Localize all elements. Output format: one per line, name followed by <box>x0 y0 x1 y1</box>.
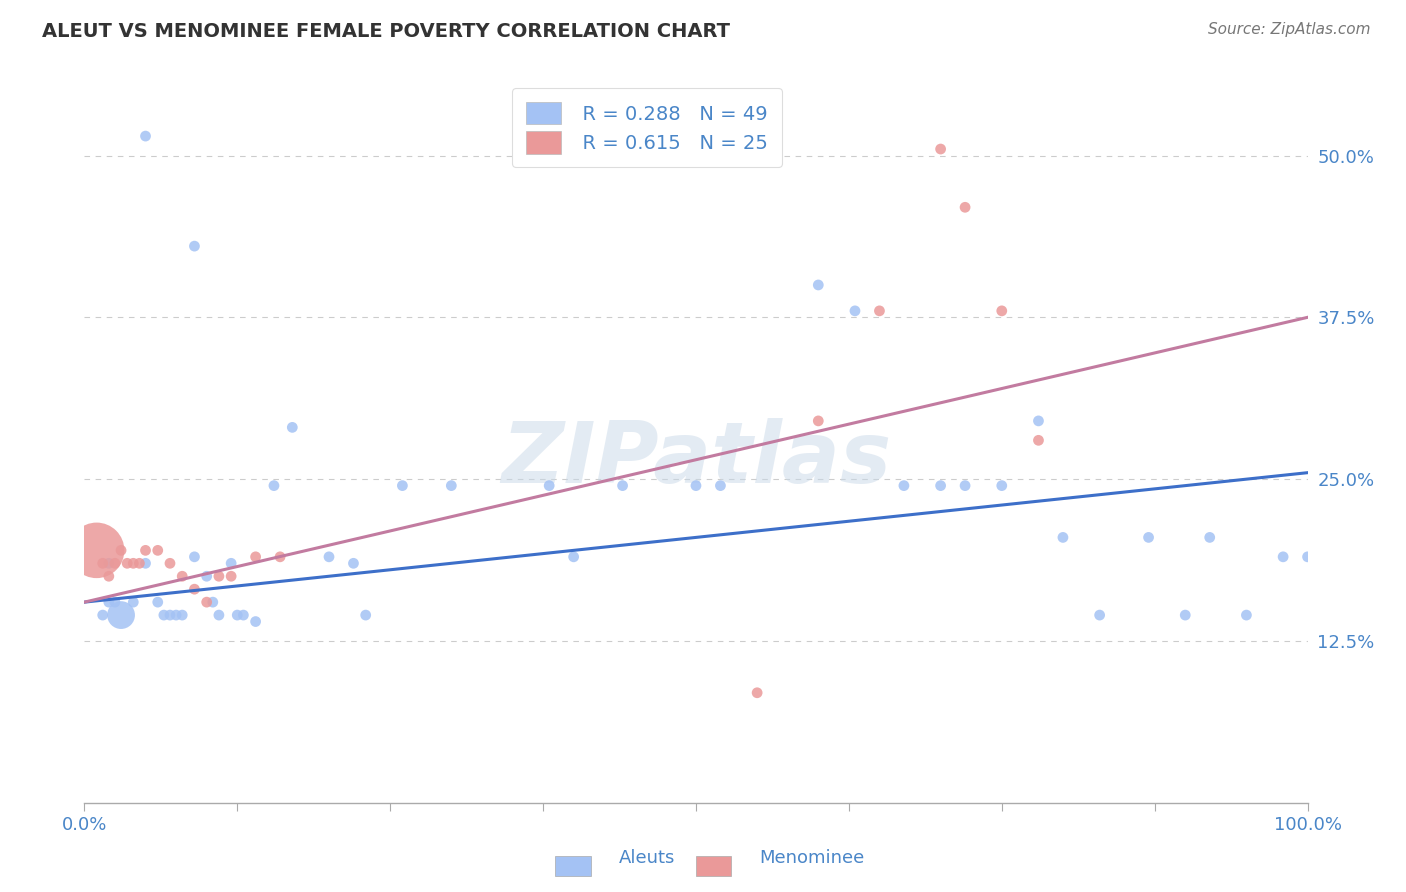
Point <box>1296 549 1319 564</box>
Point <box>953 200 976 214</box>
Point <box>232 608 254 623</box>
Point <box>165 608 187 623</box>
Point <box>128 557 150 571</box>
Legend:   R = 0.288   N = 49,   R = 0.615   N = 25: R = 0.288 N = 49, R = 0.615 N = 25 <box>512 88 782 168</box>
Point <box>1028 434 1050 448</box>
Text: Source: ZipAtlas.com: Source: ZipAtlas.com <box>1208 22 1371 37</box>
Point <box>440 478 463 492</box>
Point <box>91 557 114 571</box>
Point <box>159 557 181 571</box>
Text: ALEUT VS MENOMINEE FEMALE POVERTY CORRELATION CHART: ALEUT VS MENOMINEE FEMALE POVERTY CORREL… <box>42 22 730 41</box>
Point <box>893 478 915 492</box>
FancyBboxPatch shape <box>555 856 591 876</box>
Point <box>1052 530 1074 544</box>
Text: ZIPatlas: ZIPatlas <box>501 417 891 500</box>
Point <box>342 557 364 571</box>
Point <box>612 478 634 492</box>
Point <box>97 569 120 583</box>
Point <box>1174 608 1197 623</box>
Point <box>122 595 145 609</box>
FancyBboxPatch shape <box>696 856 731 876</box>
Point <box>183 549 205 564</box>
Point <box>869 303 891 318</box>
Point <box>110 543 132 558</box>
Point <box>135 557 157 571</box>
Point <box>991 478 1014 492</box>
Point <box>318 549 340 564</box>
Point <box>219 557 242 571</box>
Point <box>1137 530 1160 544</box>
Point <box>991 303 1014 318</box>
Point <box>122 557 145 571</box>
Point <box>747 686 769 700</box>
Point <box>1028 414 1050 428</box>
Point <box>115 557 138 571</box>
Point <box>269 549 291 564</box>
Text: Aleuts: Aleuts <box>619 849 675 867</box>
Point <box>929 478 952 492</box>
Point <box>172 569 194 583</box>
Point <box>135 129 157 144</box>
Point <box>201 595 224 609</box>
Point <box>1236 608 1258 623</box>
Point <box>146 595 169 609</box>
Point <box>685 478 707 492</box>
Point <box>183 582 205 597</box>
Point <box>929 142 952 156</box>
Point <box>562 549 585 564</box>
Point <box>159 608 181 623</box>
Point <box>245 549 267 564</box>
Point <box>110 608 132 623</box>
Point <box>263 478 285 492</box>
Point <box>219 569 242 583</box>
Point <box>104 595 127 609</box>
Point <box>281 420 304 434</box>
Point <box>91 608 114 623</box>
Point <box>208 569 231 583</box>
Point <box>195 569 218 583</box>
Point <box>183 239 205 253</box>
Point <box>226 608 249 623</box>
Point <box>807 414 830 428</box>
Point <box>1088 608 1111 623</box>
Point <box>953 478 976 492</box>
Point <box>208 608 231 623</box>
Point <box>1198 530 1220 544</box>
Point <box>146 543 169 558</box>
Point <box>354 608 377 623</box>
Point <box>97 557 120 571</box>
Point <box>86 543 108 558</box>
Point <box>709 478 731 492</box>
Point <box>104 557 127 571</box>
Text: Menominee: Menominee <box>759 849 865 867</box>
Point <box>1272 549 1295 564</box>
Point <box>807 277 830 292</box>
Point <box>195 595 218 609</box>
Point <box>245 615 267 629</box>
Point <box>538 478 561 492</box>
Point <box>135 543 157 558</box>
Point <box>172 608 194 623</box>
Point <box>153 608 176 623</box>
Point <box>391 478 413 492</box>
Point <box>97 595 120 609</box>
Point <box>844 303 866 318</box>
